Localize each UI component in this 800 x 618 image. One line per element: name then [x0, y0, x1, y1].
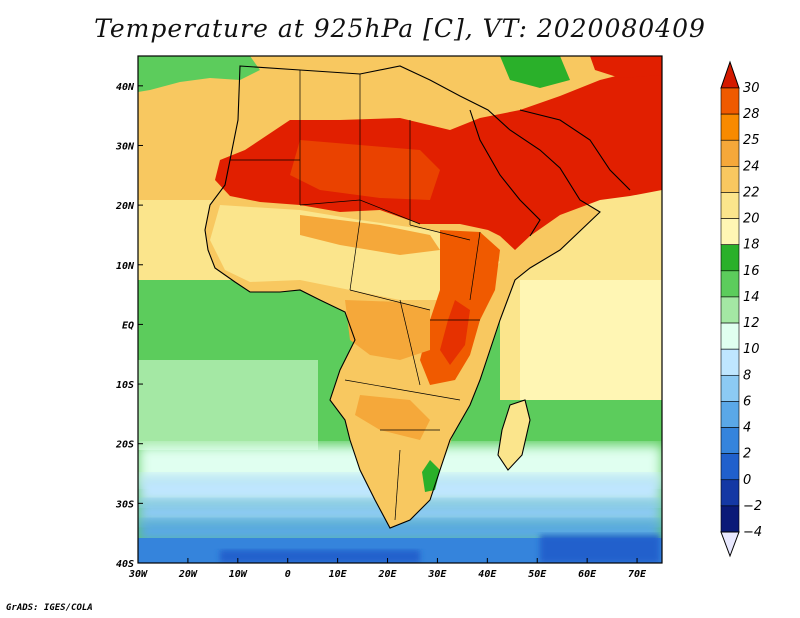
y-tick-label: 40N — [116, 82, 135, 93]
y-axis-ticks: 40N 30N 20N 10N EQ 10S 20S 30S 40S — [115, 82, 143, 570]
colorbar-swatch — [720, 244, 740, 272]
x-tick-label: 10E — [329, 569, 348, 580]
colorbar-swatch — [720, 401, 740, 428]
footer-credit: GrADS: IGES/COLA — [6, 603, 93, 613]
colorbar-top-cap — [720, 60, 740, 89]
x-tick-label: 50E — [528, 569, 547, 580]
y-tick-label: 10S — [116, 380, 134, 391]
y-tick-label: 30N — [115, 141, 135, 152]
colorbar-label: 14 — [743, 290, 760, 305]
x-tick-label: 20W — [178, 569, 198, 580]
colorbar-label: 30 — [743, 81, 760, 96]
colorbar-label: 12 — [743, 316, 760, 331]
colorbar-label: 0 — [743, 473, 751, 488]
colorbar-label: 6 — [743, 394, 751, 409]
colorbar-label: 4 — [743, 421, 751, 436]
x-tick-label: 0 — [285, 569, 291, 580]
country-borders — [230, 70, 481, 521]
colorbar-swatch — [720, 348, 740, 376]
colorbar-swatch — [720, 192, 740, 219]
x-tick-label: 30E — [427, 569, 447, 580]
x-tick-label: 10W — [229, 569, 248, 580]
map-field — [138, 56, 662, 563]
x-axis-ticks: 30W 20W 10W 0 10E 20E 30E 40E 50E 60E 70E — [128, 558, 647, 580]
x-tick-label: 60E — [578, 569, 597, 580]
colorbar-swatch — [720, 270, 740, 298]
colorbar-swatch — [720, 374, 740, 402]
y-tick-label: 40S — [116, 559, 134, 570]
y-tick-label: EQ — [122, 320, 134, 331]
colorbar-label: 24 — [743, 159, 760, 174]
colorbar-swatch — [720, 87, 740, 115]
colorbar-label: 2 — [743, 447, 751, 462]
colorbar-label: 16 — [743, 264, 760, 279]
colorbar-label: 8 — [743, 368, 751, 383]
colorbar-swatch — [720, 453, 740, 481]
colorbar-label: −2 — [743, 499, 762, 514]
colorbar-swatch — [720, 166, 740, 193]
colorbar-swatch — [720, 296, 740, 324]
coastlines — [204, 65, 631, 529]
colorbar-swatch — [720, 427, 740, 454]
chart-title: Temperature at 925hPa [C], VT: 202008040… — [94, 14, 706, 43]
colorbar-label: 10 — [743, 342, 760, 357]
colorbar-bottom-cap — [720, 531, 740, 558]
colorbar-label: 28 — [743, 107, 760, 122]
colorbar-label: 22 — [743, 185, 760, 200]
map-frame — [137, 55, 663, 564]
colorbar-swatch — [720, 113, 740, 141]
x-tick-label: 70E — [628, 569, 647, 580]
x-tick-label: 30W — [128, 569, 148, 580]
colorbar-label: 18 — [743, 238, 760, 253]
colorbar-swatch — [720, 139, 740, 167]
colorbar-label: 20 — [743, 212, 760, 227]
y-tick-label: 20N — [115, 201, 135, 212]
colorbar-swatch — [720, 322, 740, 350]
x-tick-label: 20E — [377, 569, 397, 580]
colorbar-swatch — [720, 479, 740, 507]
y-tick-label: 10N — [116, 261, 135, 272]
colorbar-swatch — [720, 505, 740, 533]
colorbar-label: 25 — [743, 133, 760, 148]
x-tick-label: 40E — [478, 569, 497, 580]
colorbar-label: −4 — [743, 525, 762, 540]
colorbar-swatch — [720, 218, 740, 246]
y-tick-label: 30S — [115, 499, 134, 510]
y-tick-label: 20S — [115, 440, 134, 451]
